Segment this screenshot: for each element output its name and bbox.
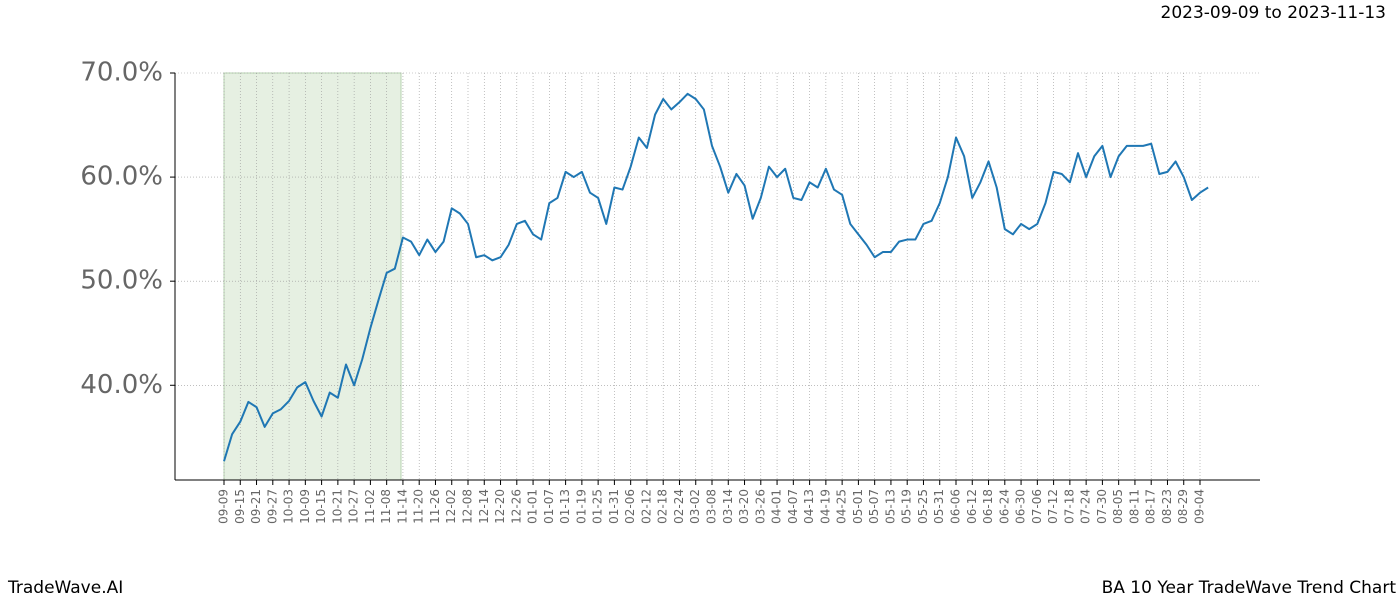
x-tick-label: 07-30	[1095, 489, 1109, 524]
x-tick-label: 11-20	[412, 489, 426, 524]
x-tick-label: 02-12	[639, 489, 653, 524]
x-tick-label: 04-07	[786, 489, 800, 524]
x-tick-label: 12-20	[493, 489, 507, 524]
footer-right: BA 10 Year TradeWave Trend Chart	[1102, 578, 1397, 598]
y-tick-label: 60.0%	[80, 162, 163, 192]
x-tick-label: 09-27	[265, 489, 279, 524]
x-tick-label: 03-14	[721, 489, 735, 524]
x-tick-label: 09-09	[217, 489, 231, 524]
x-tick-label: 05-19	[900, 489, 914, 524]
x-tick-label: 09-04	[1193, 489, 1207, 524]
x-tick-label: 03-08	[705, 489, 719, 524]
x-tick-label: 07-06	[1030, 489, 1044, 524]
x-tick-label: 11-14	[395, 489, 409, 524]
x-tick-label: 12-14	[477, 489, 491, 524]
x-tick-label: 01-07	[542, 489, 556, 524]
x-tick-label: 04-13	[802, 489, 816, 524]
plot: 40.0% 50.0% 60.0% 70.0% 09-09 09-15 09-21 09-27…	[80, 58, 1260, 524]
y-tick-label: 50.0%	[80, 266, 163, 296]
x-tick-label: 10-21	[330, 489, 344, 524]
x-tick-label: 03-20	[737, 489, 751, 524]
x-tick-label: 02-06	[623, 489, 637, 524]
x-tick-label: 10-27	[347, 489, 361, 524]
x-tick-label: 05-31	[932, 489, 946, 524]
x-tick-label: 06-12	[965, 489, 979, 524]
x-tick-label: 12-08	[461, 489, 475, 524]
x-tick-label: 07-18	[1062, 489, 1076, 524]
x-tick-label: 12-02	[444, 489, 458, 524]
x-tick-label: 05-01	[851, 489, 865, 524]
x-tick-label: 10-03	[282, 489, 296, 524]
x-tick-label: 02-18	[656, 489, 670, 524]
trend-line	[223, 92, 1209, 462]
x-tick-label: 04-19	[818, 489, 832, 524]
x-tick-label: 04-01	[770, 489, 784, 524]
x-tick-label: 05-13	[883, 489, 897, 524]
x-tick-label: 07-24	[1079, 489, 1093, 524]
x-tick-label: 08-05	[1111, 489, 1125, 524]
x-tick-label: 03-02	[688, 489, 702, 524]
x-tick-label: 10-15	[314, 489, 328, 524]
x-tick-label: 01-13	[558, 489, 572, 524]
x-tick-label: 01-31	[607, 489, 621, 524]
x-tick-label: 06-30	[1014, 489, 1028, 524]
x-tick-label: 08-29	[1176, 489, 1190, 524]
x-tick-label: 01-01	[526, 489, 540, 524]
x-tick-label: 08-11	[1127, 489, 1141, 524]
x-tick-label: 12-26	[509, 489, 523, 524]
x-tick-label: 01-25	[591, 489, 605, 524]
y-tick-label: 40.0%	[80, 370, 163, 400]
y-tick-label: 70.0%	[80, 58, 163, 88]
x-tick-label: 09-15	[233, 489, 247, 524]
x-tick-label: 02-24	[672, 489, 686, 524]
x-tick-label: 06-18	[981, 489, 995, 524]
x-tick-label: 06-24	[997, 489, 1011, 524]
x-tick-label: 03-26	[753, 489, 767, 524]
x-tick-label: 08-23	[1160, 489, 1174, 524]
x-tick-label: 09-21	[249, 489, 263, 524]
x-tick-label: 07-12	[1046, 489, 1060, 524]
x-tick-label: 06-06	[949, 489, 963, 524]
highlight-region	[223, 72, 402, 481]
x-tick-label: 10-09	[298, 489, 312, 524]
x-tick-label: 05-07	[867, 489, 881, 524]
x-tick-label: 11-02	[363, 489, 377, 524]
x-tick-label: 05-25	[916, 489, 930, 524]
x-tick-label: 11-08	[379, 489, 393, 524]
x-tick-label: 08-17	[1144, 489, 1158, 524]
x-tick-label: 04-25	[835, 489, 849, 524]
chart-title: 2023-09-09 to 2023-11-13	[1161, 3, 1386, 23]
x-tick-label: 01-19	[574, 489, 588, 524]
x-tick-label: 11-26	[428, 489, 442, 524]
footer-left: TradeWave.AI	[7, 578, 123, 598]
